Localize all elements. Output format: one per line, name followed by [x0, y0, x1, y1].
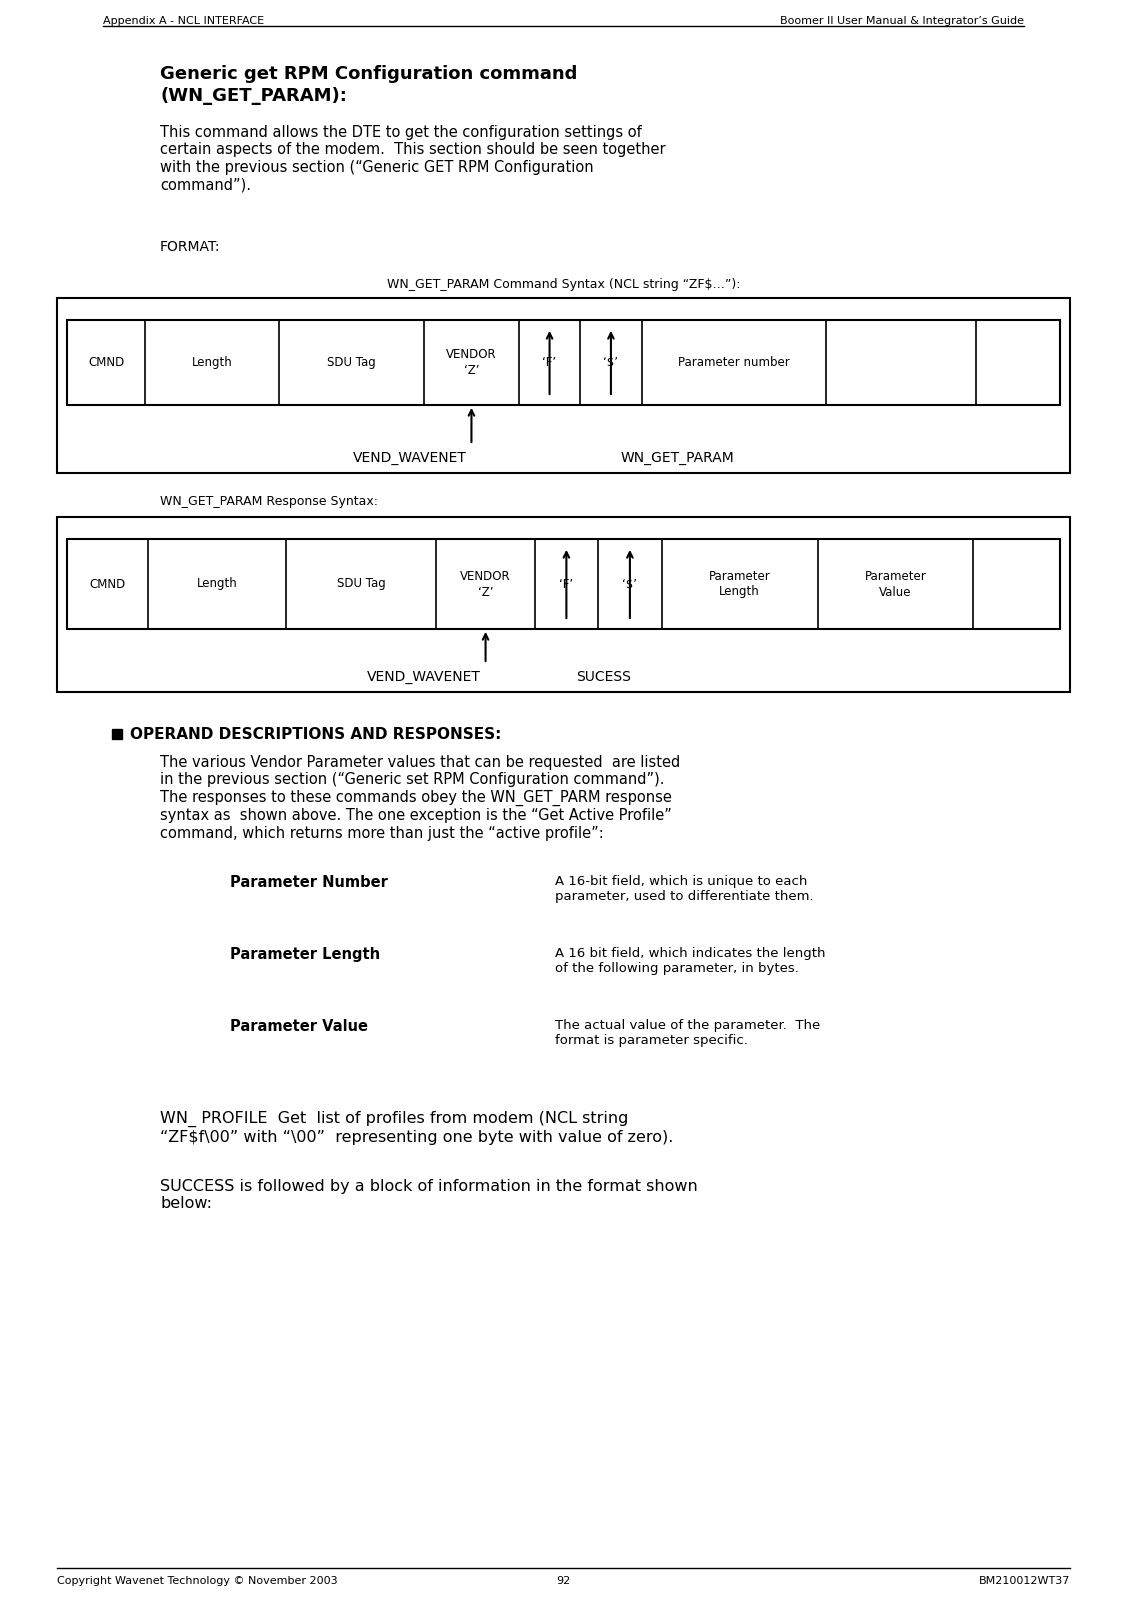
Text: SDU Tag: SDU Tag — [327, 356, 376, 369]
Text: A 16 bit field, which indicates the length
of the following parameter, in bytes.: A 16 bit field, which indicates the leng… — [554, 946, 825, 975]
Text: BM210012WT37: BM210012WT37 — [978, 1577, 1070, 1586]
Text: ‘F’: ‘F’ — [542, 356, 557, 369]
Text: VENDOR
‘Z’: VENDOR ‘Z’ — [446, 348, 497, 377]
Text: CMND: CMND — [89, 577, 125, 590]
Bar — [57, 516, 1070, 691]
Text: CMND: CMND — [88, 356, 124, 369]
Text: ‘F’: ‘F’ — [559, 577, 574, 590]
Text: ‘$’: ‘$’ — [603, 356, 619, 369]
Text: The various Vendor Parameter values that can be requested  are listed
in the pre: The various Vendor Parameter values that… — [160, 755, 681, 840]
Text: SDU Tag: SDU Tag — [337, 577, 385, 590]
Text: This command allows the DTE to get the configuration settings of
certain aspects: This command allows the DTE to get the c… — [160, 125, 666, 192]
Text: Parameter
Value: Parameter Value — [864, 569, 926, 598]
Bar — [57, 298, 1070, 473]
Text: Length: Length — [192, 356, 232, 369]
Bar — [66, 539, 1061, 629]
Text: WN_GET_PARAM Command Syntax (NCL string “ZF$…”):: WN_GET_PARAM Command Syntax (NCL string … — [387, 277, 740, 290]
Bar — [66, 321, 1061, 404]
Text: VEND_WAVENET: VEND_WAVENET — [353, 451, 467, 465]
Text: SUCCESS is followed by a block of information in the format shown
below:: SUCCESS is followed by a block of inform… — [160, 1179, 698, 1211]
Text: Parameter number: Parameter number — [677, 356, 790, 369]
Text: VENDOR
‘Z’: VENDOR ‘Z’ — [460, 569, 511, 598]
Text: 92: 92 — [557, 1577, 570, 1586]
Text: Parameter
Length: Parameter Length — [709, 569, 771, 598]
Text: A 16-bit field, which is unique to each
parameter, used to differentiate them.: A 16-bit field, which is unique to each … — [554, 876, 814, 903]
Text: Length: Length — [197, 577, 238, 590]
Text: Parameter Value: Parameter Value — [230, 1019, 369, 1035]
Text: FORMAT:: FORMAT: — [160, 241, 221, 253]
Text: WN_ PROFILE  Get  list of profiles from modem (NCL string
“ZF$f\00” with “\00”  : WN_ PROFILE Get list of profiles from mo… — [160, 1112, 673, 1145]
Text: Generic get RPM Configuration command: Generic get RPM Configuration command — [160, 66, 577, 83]
Text: WN_GET_PARAM: WN_GET_PARAM — [621, 451, 735, 465]
Text: Parameter Length: Parameter Length — [230, 946, 380, 962]
Text: WN_GET_PARAM Response Syntax:: WN_GET_PARAM Response Syntax: — [160, 496, 378, 508]
Text: (WN_GET_PARAM):: (WN_GET_PARAM): — [160, 87, 347, 104]
Text: Appendix A - NCL INTERFACE: Appendix A - NCL INTERFACE — [103, 16, 264, 26]
Bar — [112, 728, 122, 739]
Text: OPERAND DESCRIPTIONS AND RESPONSES:: OPERAND DESCRIPTIONS AND RESPONSES: — [130, 727, 502, 743]
Text: Parameter Number: Parameter Number — [230, 876, 388, 890]
Text: Boomer II User Manual & Integrator’s Guide: Boomer II User Manual & Integrator’s Gui… — [780, 16, 1024, 26]
Text: SUCESS: SUCESS — [576, 670, 631, 683]
Text: The actual value of the parameter.  The
format is parameter specific.: The actual value of the parameter. The f… — [554, 1019, 820, 1047]
Text: Copyright Wavenet Technology © November 2003: Copyright Wavenet Technology © November … — [57, 1577, 338, 1586]
Text: ‘$’: ‘$’ — [622, 577, 638, 590]
Text: VEND_WAVENET: VEND_WAVENET — [366, 670, 480, 683]
